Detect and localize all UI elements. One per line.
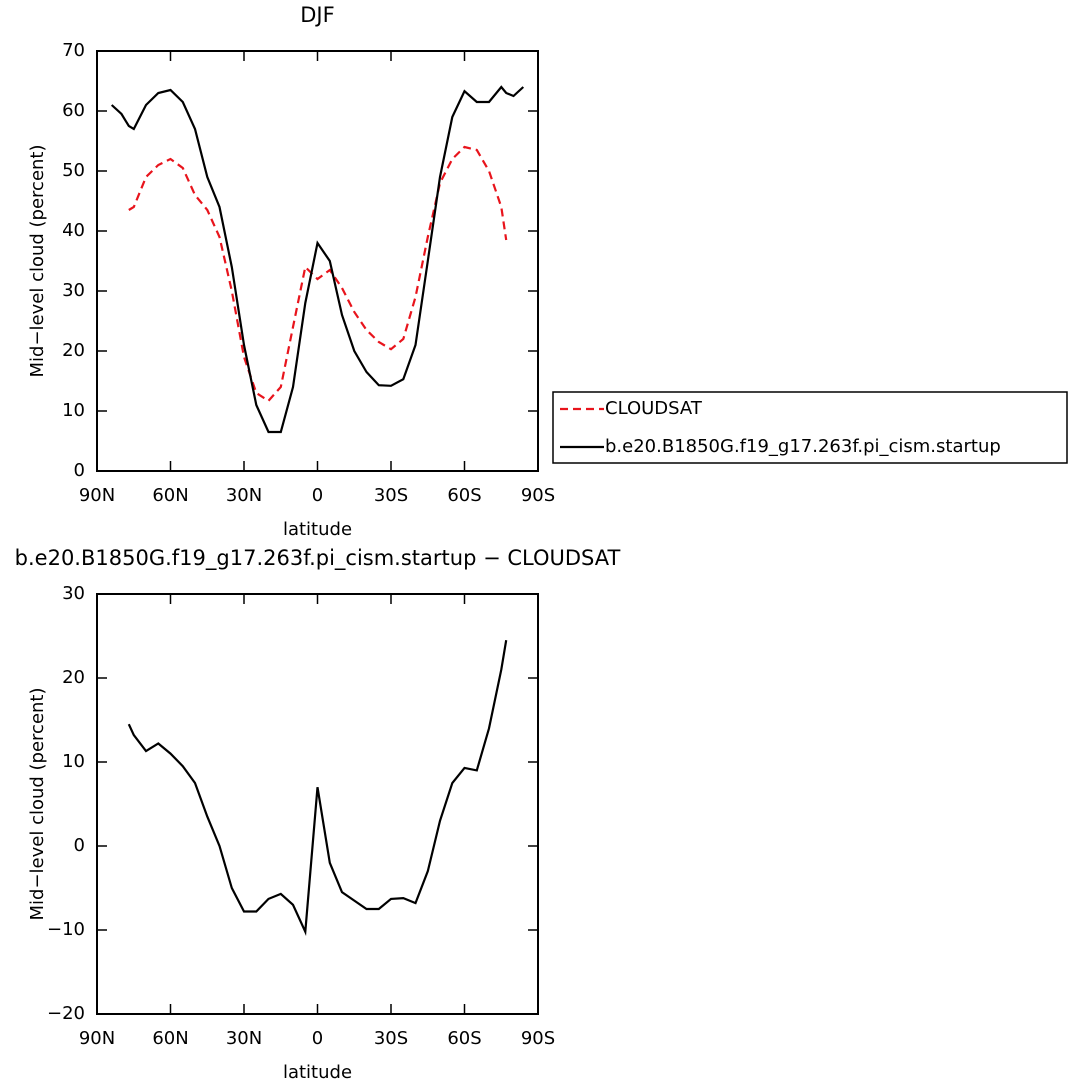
y-tick-label: 10 <box>62 400 85 421</box>
y-tick-label: 60 <box>62 100 85 121</box>
y-tick-label: −10 <box>47 919 85 940</box>
x-tick-label: 30N <box>226 485 262 506</box>
y-tick-label: 40 <box>62 220 85 241</box>
x-tick-label: 30N <box>226 1028 262 1049</box>
x-tick-label: 30S <box>374 485 408 506</box>
y-tick-label: 0 <box>74 460 85 481</box>
data-line <box>110 85 525 434</box>
y-tick-label: 30 <box>62 583 85 604</box>
legend-box <box>552 391 1068 464</box>
x-tick-label: 30S <box>374 1028 408 1049</box>
x-axis-label: latitude <box>283 1062 352 1083</box>
plot-frame <box>96 593 539 1015</box>
plot-frame <box>96 50 539 472</box>
legend-label: CLOUDSAT <box>605 398 703 419</box>
x-tick-label: 90S <box>521 485 555 506</box>
legend-label: b.e20.B1850G.f19_g17.263f.pi_cism.startu… <box>605 436 1001 457</box>
legend: CLOUDSAT b.e20.B1850G.f19_g17.263f.pi_cis… <box>552 391 1068 464</box>
y-tick-label: 10 <box>62 751 85 772</box>
x-tick-label: 60N <box>152 1028 188 1049</box>
y-tick-label: 0 <box>74 835 85 856</box>
x-tick-label: 0 <box>312 1028 323 1049</box>
data-line <box>127 640 508 936</box>
y-tick-label: 20 <box>62 340 85 361</box>
chart-title: DJF <box>300 3 334 27</box>
x-tick-label: 90S <box>521 1028 555 1049</box>
y-tick-label: 30 <box>62 280 85 301</box>
x-tick-label: 60S <box>447 1028 481 1049</box>
x-tick-label: 0 <box>312 485 323 506</box>
x-axis-label: latitude <box>283 519 352 540</box>
data-line <box>128 145 508 403</box>
y-axis-label: Mid−level cloud (percent) <box>27 687 48 920</box>
x-tick-label: 60N <box>152 485 188 506</box>
x-tick-label: 90N <box>79 485 115 506</box>
y-axis-label: Mid−level cloud (percent) <box>27 144 48 377</box>
y-tick-label: −20 <box>47 1003 85 1024</box>
chart-title: b.e20.B1850G.f19_g17.263f.pi_cism.startu… <box>15 546 621 571</box>
y-tick-label: 20 <box>62 667 85 688</box>
x-tick-label: 60S <box>447 485 481 506</box>
x-tick-label: 90N <box>79 1028 115 1049</box>
y-tick-label: 70 <box>62 40 85 61</box>
y-tick-label: 50 <box>62 160 85 181</box>
